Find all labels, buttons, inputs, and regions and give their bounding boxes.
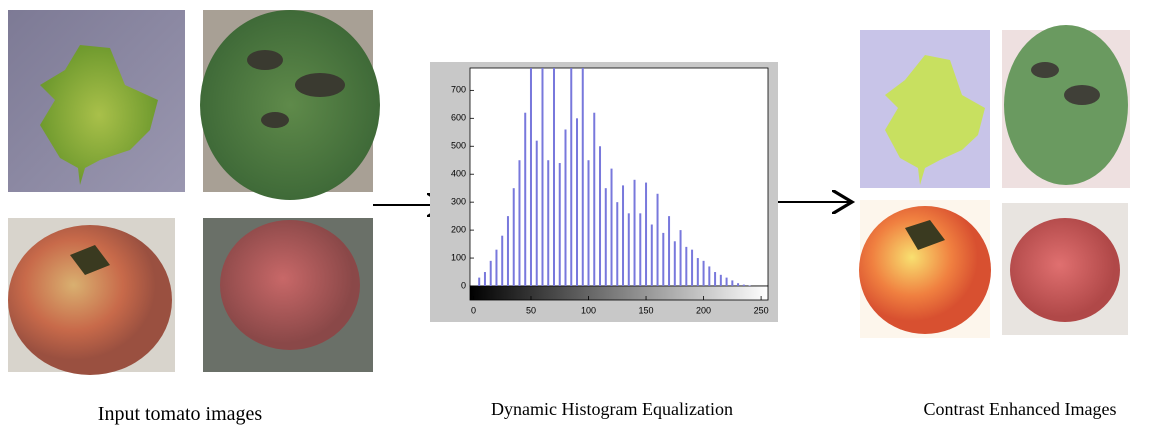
x-tick-label: 0 bbox=[471, 305, 476, 315]
x-tick-label: 250 bbox=[754, 305, 769, 315]
bar bbox=[524, 112, 527, 286]
y-tick-label: 300 bbox=[451, 197, 466, 207]
x-tick-label: 100 bbox=[581, 305, 596, 315]
bar bbox=[668, 216, 671, 286]
bar bbox=[616, 202, 619, 286]
bar bbox=[708, 266, 711, 286]
y-tick-label: 200 bbox=[451, 224, 466, 234]
bar bbox=[656, 193, 659, 286]
bar bbox=[547, 160, 550, 286]
gray-bar bbox=[469, 285, 769, 301]
bar bbox=[535, 140, 538, 286]
y-tick-label: 700 bbox=[451, 85, 466, 95]
y-tick-label: 500 bbox=[451, 141, 466, 151]
bar bbox=[593, 112, 596, 286]
y-tick-label: 100 bbox=[451, 252, 466, 262]
bar bbox=[639, 213, 642, 286]
bar bbox=[564, 129, 567, 286]
caption: Dynamic Histogram Equalization bbox=[491, 399, 733, 419]
input-images bbox=[8, 10, 380, 375]
caption: Input tomato images bbox=[98, 403, 263, 425]
x-tick-label: 200 bbox=[696, 305, 711, 315]
bar bbox=[483, 272, 486, 286]
bar bbox=[725, 277, 728, 286]
bar bbox=[552, 68, 555, 286]
output-images bbox=[859, 25, 1130, 338]
bar bbox=[737, 283, 740, 286]
bar bbox=[622, 185, 625, 286]
bar bbox=[645, 182, 648, 286]
bar bbox=[512, 188, 515, 286]
bar bbox=[662, 232, 665, 286]
bar bbox=[489, 260, 492, 286]
bar bbox=[691, 249, 694, 286]
bar bbox=[599, 146, 602, 286]
bar bbox=[719, 274, 722, 286]
bar bbox=[581, 68, 584, 286]
bar bbox=[587, 160, 590, 286]
bar bbox=[731, 280, 734, 286]
bar bbox=[673, 241, 676, 286]
bar bbox=[696, 258, 699, 286]
bar bbox=[529, 68, 532, 286]
bar bbox=[558, 163, 561, 286]
caption: Contrast Enhanced Images bbox=[924, 399, 1117, 419]
y-tick-label: 400 bbox=[451, 169, 466, 179]
y-tick-label: 0 bbox=[461, 280, 466, 290]
bar bbox=[742, 284, 745, 286]
bar bbox=[627, 213, 630, 286]
bar bbox=[518, 160, 521, 286]
bar bbox=[748, 285, 751, 286]
bar bbox=[541, 68, 544, 286]
bar bbox=[478, 277, 481, 286]
y-tick-label: 600 bbox=[451, 113, 466, 123]
x-tick-label: 150 bbox=[639, 305, 654, 315]
bar bbox=[576, 118, 579, 286]
bar bbox=[650, 224, 653, 286]
bar bbox=[570, 68, 573, 286]
x-tick-label: 50 bbox=[526, 305, 536, 315]
bar bbox=[501, 235, 504, 286]
histogram: 0 100 200 300 400 500 600 700 0 50 100 150 200 250 bbox=[430, 62, 778, 322]
bar bbox=[610, 168, 613, 286]
bar bbox=[685, 246, 688, 286]
bar bbox=[679, 230, 682, 286]
bar bbox=[633, 179, 636, 286]
bar bbox=[604, 188, 607, 286]
bar bbox=[702, 260, 705, 286]
bar bbox=[495, 249, 498, 286]
bar bbox=[714, 272, 717, 286]
bar bbox=[506, 216, 509, 286]
